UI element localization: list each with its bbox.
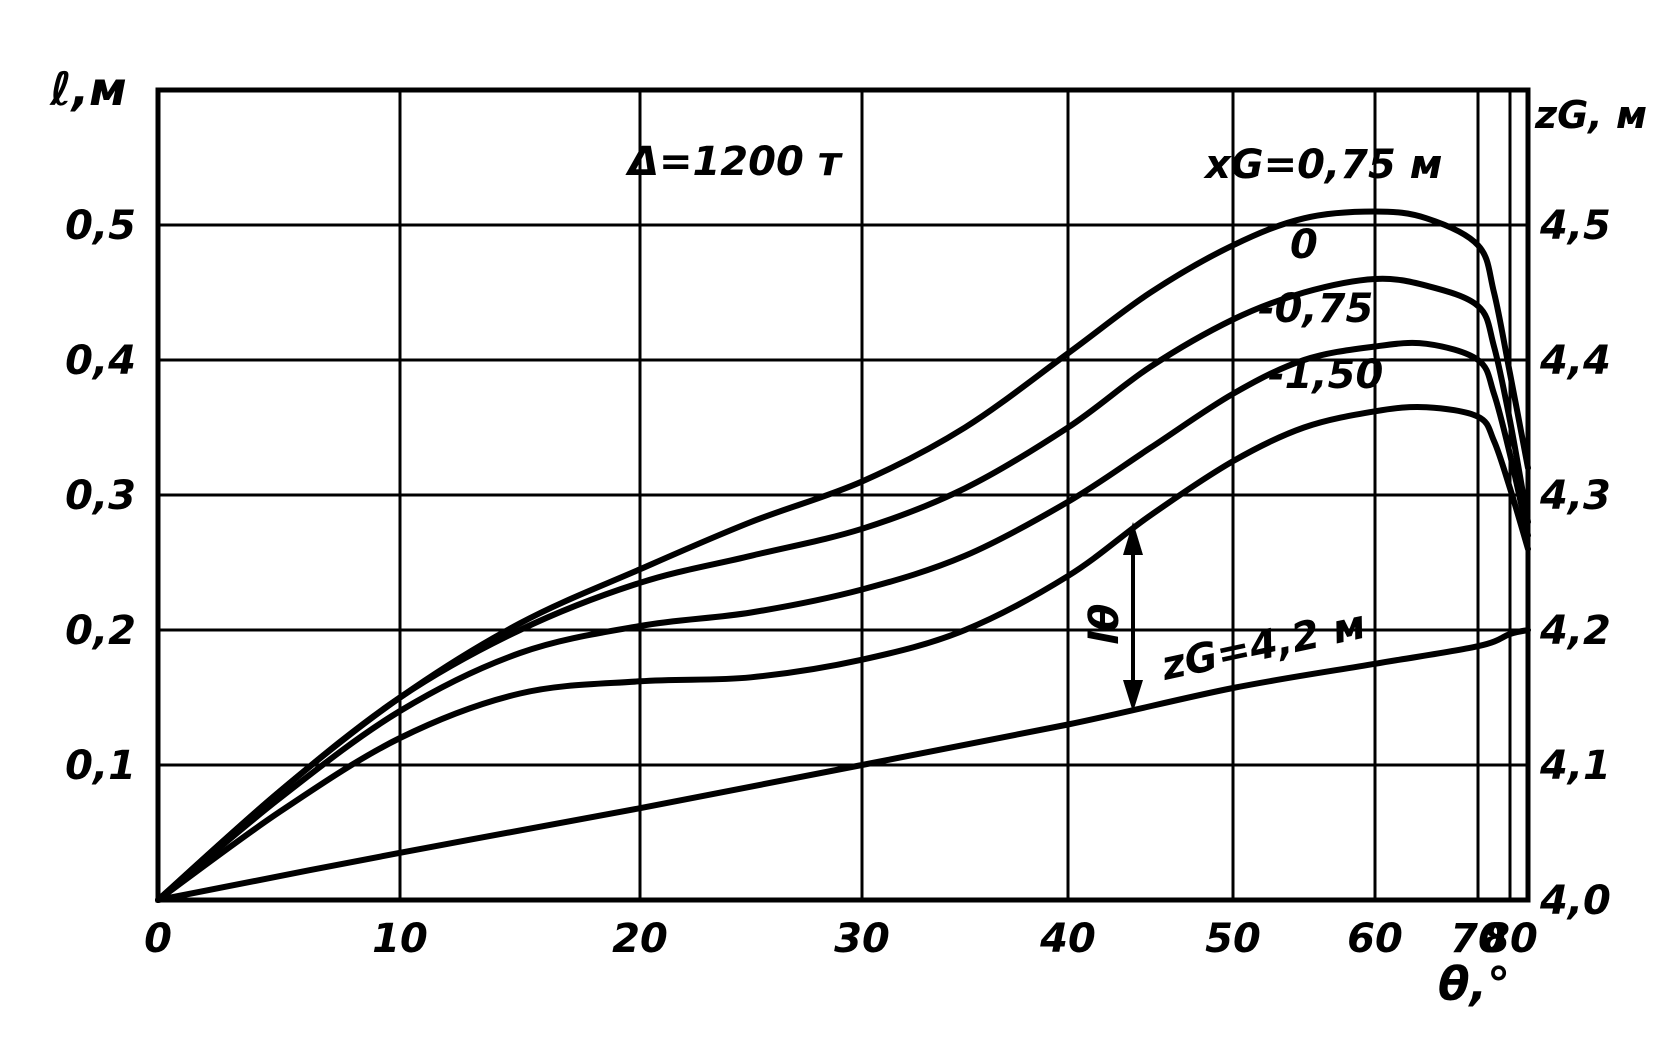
y-right-tick-label: 4,5 (1539, 203, 1611, 249)
displacement-label: Δ=1200 т (625, 139, 844, 185)
y-left-tick-label: 0,4 (65, 338, 136, 384)
series-label-2: -0,75 (1258, 286, 1373, 332)
l-theta-arrow (1123, 522, 1143, 712)
x-tick-label: 30 (834, 916, 890, 962)
x-tick-label: 60 (1347, 916, 1403, 962)
series-line-4 (155, 627, 1531, 903)
y-right-tick-label: 4,0 (1539, 878, 1611, 924)
series-label-4: zG=4,2 м (1157, 602, 1370, 690)
y-right-axis-title: zG, м (1534, 93, 1647, 137)
y-right-tick-label: 4,1 (1539, 743, 1611, 789)
x-tick-label: 0 (144, 916, 172, 962)
y-left-tick-label: 0,3 (65, 473, 136, 519)
series-label-3: -1,50 (1268, 352, 1383, 398)
y-right-tick-label: 4,2 (1539, 608, 1611, 654)
grid (158, 90, 1528, 900)
series-line-2 (155, 339, 1531, 903)
y-right-tick-label: 4,4 (1539, 338, 1611, 384)
arrow-head-down (1123, 680, 1143, 712)
y-left-tick-label: 0,1 (65, 743, 136, 789)
x-tick-label: 20 (612, 916, 668, 962)
arrow-label: lθ (1082, 604, 1128, 645)
series-label-0: xG=0,75 м (1203, 142, 1442, 188)
plot-frame (155, 87, 1531, 903)
x-tick-label: 10 (372, 916, 428, 962)
x-tick-label: 40 (1039, 916, 1096, 962)
x-axis-title: θ,° (1438, 957, 1510, 1011)
x-tick-label: 80 (1482, 916, 1538, 962)
x-tick-label: 50 (1205, 916, 1261, 962)
arrow-head-up (1123, 522, 1143, 555)
y-right-tick-label: 4,3 (1539, 473, 1611, 519)
series-line-3 (155, 403, 1531, 903)
y-left-tick-label: 0,5 (65, 203, 136, 249)
y-left-axis-title: ℓ,м (49, 62, 127, 116)
series-label-1: 0 (1290, 222, 1318, 268)
series-line-1 (155, 275, 1531, 903)
curves (155, 208, 1531, 903)
x-tick-label: 70 (1450, 916, 1506, 962)
y-left-tick-label: 0,2 (65, 608, 136, 654)
